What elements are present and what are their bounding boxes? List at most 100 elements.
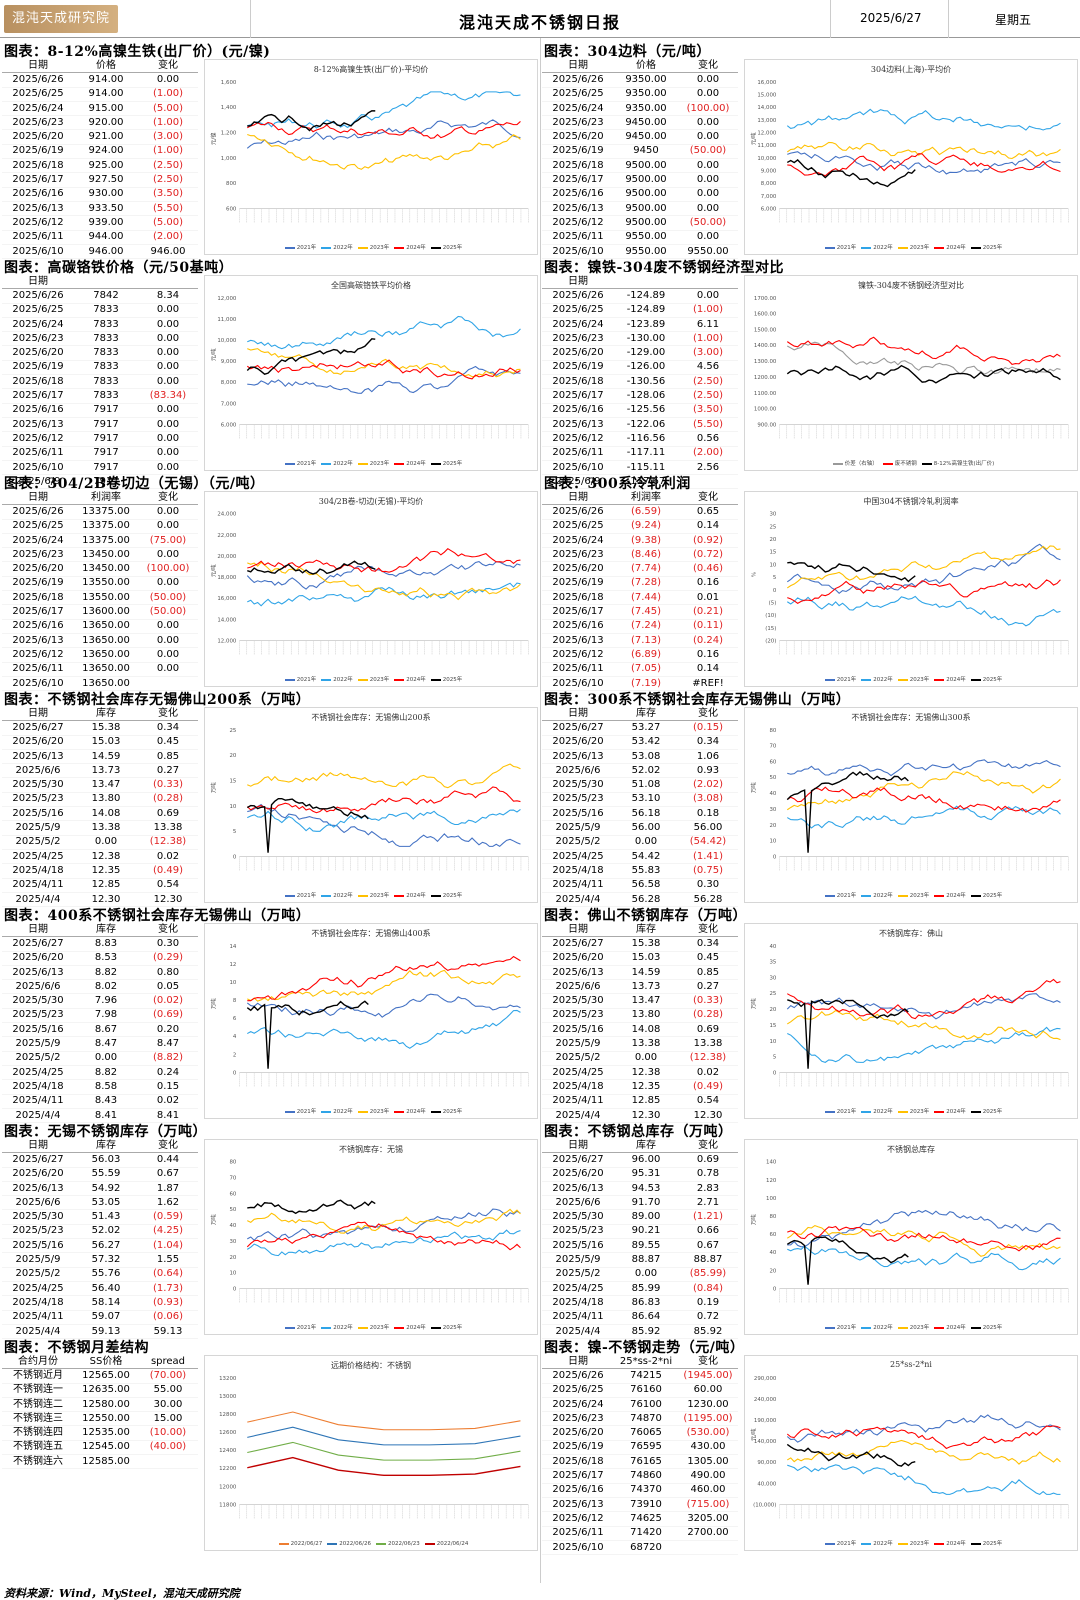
chart-plot: 13200 13000 12800 12600 12400 12200 12000 11800	[219, 1376, 529, 1519]
table-cell: 0.01	[696, 591, 720, 603]
table-header: 合约月份 SS价格 spread	[2, 1355, 198, 1370]
series-line	[786, 108, 1061, 131]
panel-title: 图表：300系不锈钢社会库存无锡佛山（万吨）	[544, 692, 851, 708]
table-cell: 2025/4/11	[552, 1311, 604, 1323]
table-cell: 7917	[93, 475, 119, 487]
table-cell: 7917	[93, 447, 119, 459]
table-cell: 914.00	[88, 73, 124, 85]
chart-legend: 2021年 2022年 2023年 2024年 2025年	[205, 1107, 537, 1115]
table-cell: 2025/6/18	[12, 159, 64, 171]
chart-plot: 80 70 60 50 40 30 20 10 0 万吨	[750, 728, 1069, 871]
table-row: 不锈钢连五 12545.00 (40.00)	[2, 1441, 198, 1456]
table-cell: 0.00	[634, 836, 658, 848]
panel-title: 图表：无锡不锈钢库存（万吨）	[4, 1124, 207, 1140]
table-cell: (0.06)	[152, 1311, 184, 1323]
table-cell: 7833	[93, 347, 119, 359]
table-row: 2025/5/2 0.00 (12.38)	[542, 1052, 738, 1066]
series-line	[246, 1229, 521, 1257]
table-cell: 12635.00	[82, 1384, 130, 1396]
y-tick-label: (10)	[765, 613, 776, 619]
table-row: 2025/6/13 9500.00 0.00	[542, 202, 738, 217]
table-cell: 0.00	[696, 231, 720, 243]
table-cell: 56.40	[91, 1282, 121, 1294]
legend-swatch	[832, 462, 843, 465]
table-row: 2025/6/24 13375.00 (75.00)	[2, 534, 198, 549]
table-header: 日期 库存 变化	[2, 923, 198, 938]
table-row: 2025/4/11 12.85 0.54	[542, 1095, 738, 1109]
chart-plot: 25 20 15 10 5 0 万吨	[210, 728, 529, 871]
table-cell: 0.00	[94, 1052, 118, 1064]
panel-title: 图表：400系不锈钢社会库存无锡佛山（万吨）	[4, 908, 311, 924]
y-tick-label: 6,000	[761, 206, 777, 212]
series-line	[247, 1426, 521, 1446]
chart-legend: 2021年 2022年 2023年 2024年 2025年	[745, 891, 1077, 899]
table-cell: 2.71	[696, 1196, 720, 1208]
table-row: 2025/6/16 930.00 (3.50)	[2, 188, 198, 202]
legend-swatch	[824, 246, 835, 249]
series-line	[247, 1199, 376, 1215]
series-line	[786, 1225, 1061, 1257]
table-row: 2025/6/13 94.53 2.83	[542, 1182, 738, 1197]
table-cell: 不锈钢连三	[13, 1412, 63, 1424]
table-cell: 2025/6/11	[12, 447, 64, 459]
table-cell: 2025/6/24	[552, 1398, 604, 1410]
table-cell: (3.08)	[692, 793, 724, 805]
legend-label: 2022年	[873, 245, 893, 251]
table-cell: 2025/5/30	[552, 1211, 604, 1223]
table-cell: 9550.00	[687, 245, 729, 257]
table-cell: 53.08	[631, 750, 661, 762]
table-cell: 2025/6/16	[12, 620, 64, 632]
table-cell: 2025/6/6	[555, 764, 601, 776]
table-cell: 915.00	[88, 102, 124, 114]
panel-8: 图表：400系不锈钢社会库存无锡佛山（万吨） 日期 库存 变化 2025/6/27 8.8…	[0, 904, 540, 1124]
y-tick-label: 0	[773, 854, 777, 860]
series-line	[246, 119, 521, 149]
table-cell: -122.06	[626, 418, 666, 430]
table-cell: (0.29)	[152, 952, 184, 964]
series-line	[247, 348, 521, 378]
table-cell: 2025/6/16	[552, 404, 604, 416]
legend-swatch	[897, 894, 908, 897]
table-cell: (3.50)	[152, 188, 184, 200]
line-chart: 镍铁-304废不锈钢经济型对比 1700.00 1600.00 1500.00 1400…	[744, 275, 1078, 471]
series-line	[247, 809, 521, 832]
y-tick-label: 12,000	[217, 296, 237, 302]
table-row: 2025/4/11 56.58 0.30	[542, 879, 738, 893]
table-cell: 2025/4/18	[552, 864, 604, 876]
table-row: 2025/6/23 13450.00 0.00	[2, 548, 198, 563]
table-cell: 2025/5/2	[15, 1268, 61, 1280]
table-cell: 2025/6/24	[12, 534, 64, 546]
table-cell: 不锈钢近月	[13, 1369, 63, 1381]
series-line	[246, 359, 521, 380]
table-cell: 2025/5/23	[552, 793, 604, 805]
table-cell: 2025/4/4	[555, 1109, 601, 1121]
legend-label: 2023年	[369, 461, 390, 467]
table-cell: 2025/4/4	[555, 1325, 601, 1337]
chart-title: 镍铁-304废不锈钢经济型对比	[858, 281, 964, 290]
table-row: 2025/6/16 9500.00 0.00	[542, 188, 738, 202]
table-cell: 8.82	[94, 966, 118, 978]
y-tick-label: 5	[773, 575, 776, 581]
series-line	[247, 561, 521, 601]
table-cell: 0.72	[696, 1311, 720, 1323]
legend-swatch	[934, 1326, 945, 1329]
chart-title: 不锈钢库存：佛山	[879, 929, 943, 938]
table-cell: 2025/6/13	[12, 1182, 64, 1194]
table-cell: 0.30	[156, 937, 180, 949]
table-cell: (40.00)	[149, 1441, 187, 1453]
data-table: 日期 25*ss-2*ni 变化 2025/6/26 74215 (1945.00) 202…	[542, 1355, 738, 1556]
table-row: 2025/6/13 14.59 0.85	[2, 750, 198, 765]
table-cell: 3205.00	[687, 1512, 729, 1524]
y-tick-label: 1,600	[221, 80, 237, 86]
table-cell: 12.38	[631, 1066, 661, 1078]
column-header: 日期	[28, 275, 48, 287]
table-cell: (9.24)	[630, 520, 662, 532]
table-cell: 55.76	[91, 1268, 121, 1280]
table-cell: -128.06	[626, 390, 666, 402]
y-tick-label: 1500.00	[754, 327, 777, 333]
table-cell: 13375.00	[82, 520, 130, 532]
table-header: 日期 库存 变化	[542, 923, 738, 938]
panel-11: 图表：不锈钢总库存（万吨） 日期 库存 变化 2025/6/27 96.00 0.69 202…	[540, 1120, 1080, 1340]
table-row: 2025/6/13 73910 (715.00)	[542, 1498, 738, 1513]
table-cell: (0.72)	[692, 548, 724, 560]
